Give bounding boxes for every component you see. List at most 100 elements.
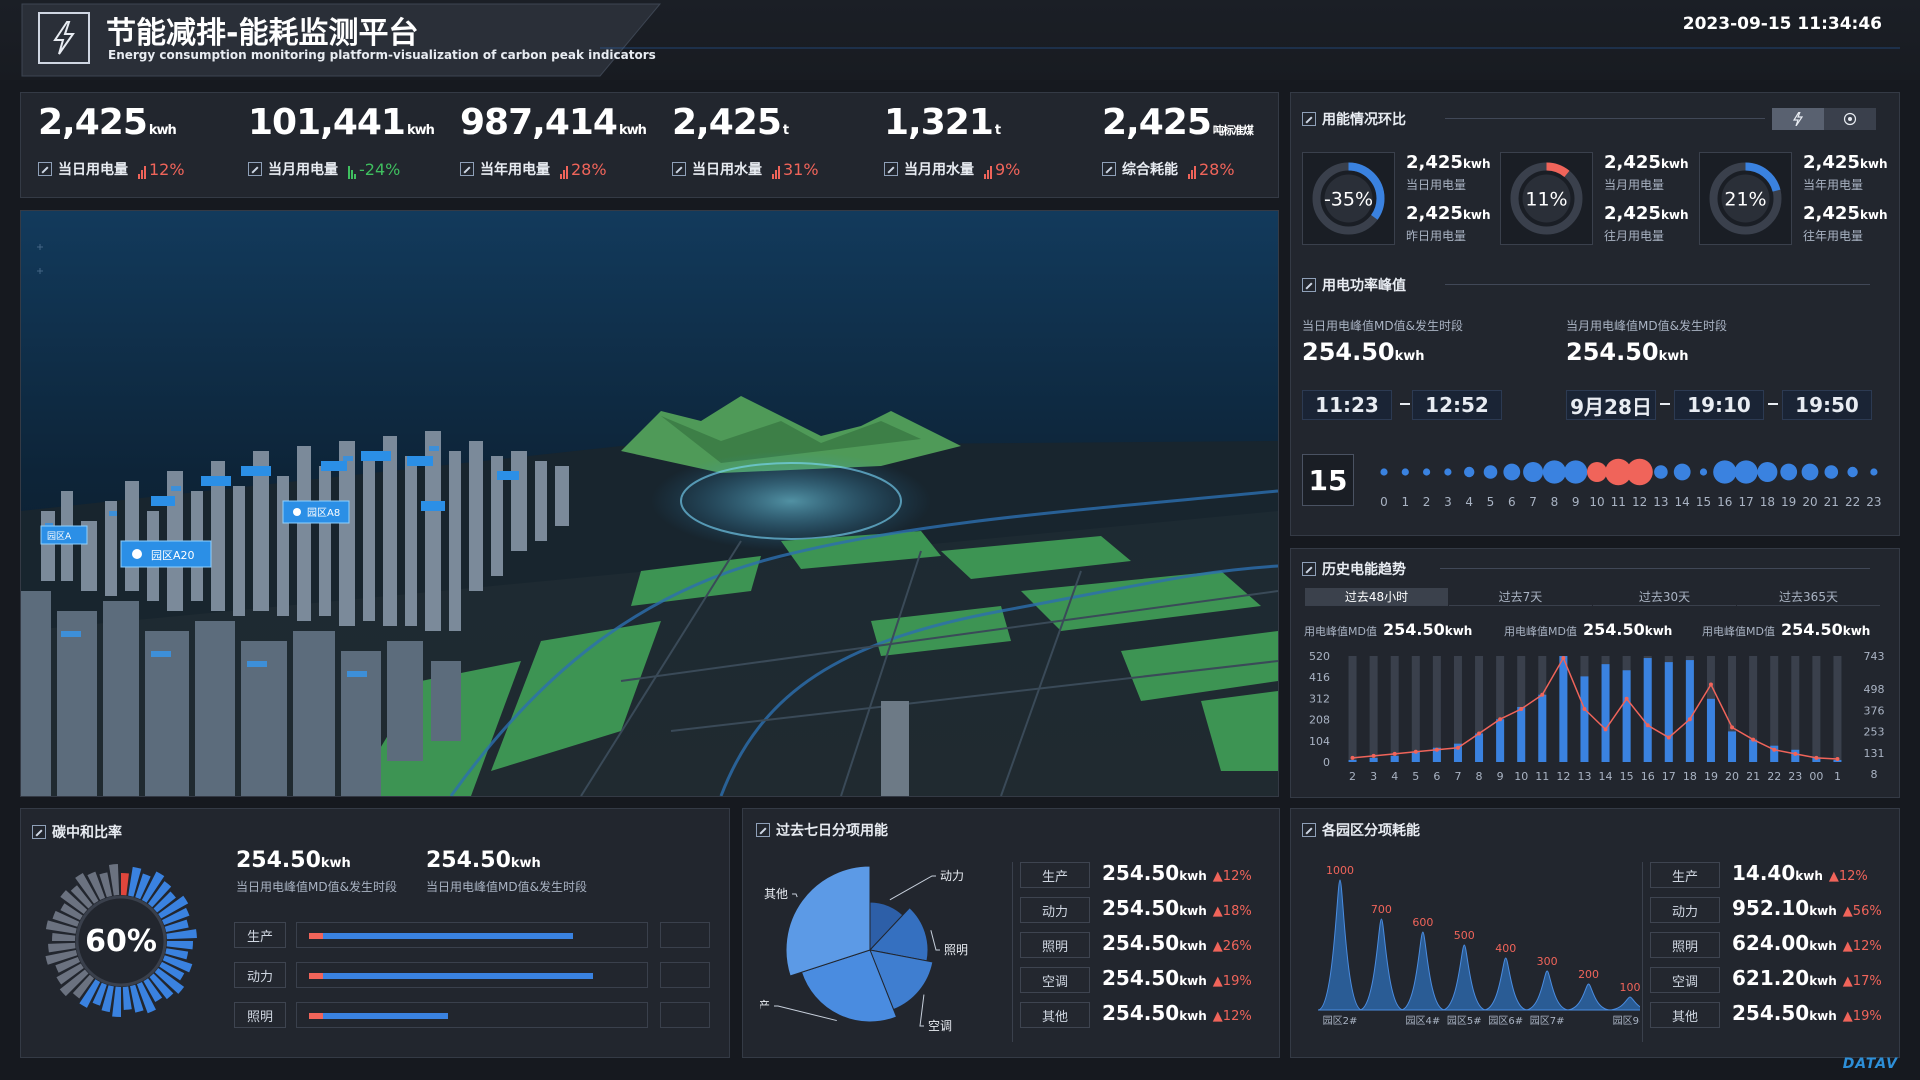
tab-history-2[interactable]: 过去30天: [1593, 588, 1736, 606]
city-map-3d[interactable]: 园区A20 园区A8 园区A: [21, 211, 1278, 796]
hour-dot[interactable]: [1699, 468, 1708, 476]
area-value-label: 200: [1578, 968, 1599, 981]
hour-dot[interactable]: [1542, 460, 1566, 484]
carbon-bar-value-box: [660, 1002, 710, 1028]
park-row-trend: ▲17%: [1843, 974, 1882, 989]
hour-dot[interactable]: [1673, 463, 1691, 481]
kpi-label-text: 当月用水量: [904, 162, 974, 178]
carbon-segment: [135, 873, 151, 900]
hour-label: 14: [1675, 495, 1690, 509]
hour-label: 10: [1589, 495, 1604, 509]
trend-point: [1350, 755, 1355, 760]
kpi-label-text: 当月用电量: [268, 162, 338, 178]
bar: [1770, 745, 1779, 762]
hour-dot[interactable]: [1523, 462, 1544, 482]
x-tick: 3: [1370, 770, 1377, 783]
hour-dot[interactable]: [1605, 458, 1632, 486]
x-tick: 9: [1497, 770, 1504, 783]
x-tick: 13: [1577, 770, 1591, 783]
hour-dot[interactable]: [1734, 460, 1758, 484]
hour-dot[interactable]: [1503, 463, 1521, 481]
page-title: 节能减排-能耗监测平台: [106, 16, 419, 51]
map-marker-a8-label: 园区A8: [307, 507, 340, 519]
map-marker-a[interactable]: 园区A: [40, 525, 88, 545]
park-row-pct: 17%: [1852, 974, 1882, 989]
week-row-unit: kwh: [1179, 974, 1207, 988]
park-row-trend: ▲12%: [1829, 869, 1868, 884]
hour-dot[interactable]: [1654, 465, 1668, 479]
hour-label: 12: [1632, 495, 1647, 509]
trend-point: [1835, 756, 1840, 761]
kpi-trend-value: 9%: [995, 159, 1021, 179]
carbon-segment: [161, 907, 190, 926]
pie-leader: [792, 893, 798, 898]
water-mode-button[interactable]: [1824, 108, 1876, 130]
park-row-trend: ▲19%: [1843, 1009, 1882, 1024]
peak-title-text: 用电功率峰值: [1322, 278, 1406, 294]
peak-left-number: 254.50: [1302, 338, 1395, 366]
hour-dot[interactable]: [1380, 468, 1388, 476]
bar: [1390, 755, 1399, 762]
carbon-segment: [164, 919, 189, 932]
carbon-bar-fill: [309, 1013, 448, 1019]
power-mode-button[interactable]: [1772, 108, 1824, 130]
hour-dot[interactable]: [1483, 465, 1498, 479]
week-row-number: 254.50: [1102, 931, 1180, 955]
bar: [1559, 656, 1568, 762]
bar: [1432, 747, 1441, 762]
hour-dot[interactable]: [1444, 468, 1452, 476]
hour-dot[interactable]: [1464, 466, 1475, 478]
hour-dot[interactable]: [1564, 460, 1588, 484]
tab-history-1[interactable]: 过去7天: [1449, 588, 1592, 606]
map-marker-a20[interactable]: 园区A20: [120, 540, 212, 568]
trend-point: [1519, 707, 1524, 711]
header-frame: [21, 3, 1900, 77]
hour-dot[interactable]: [1780, 463, 1798, 481]
hour-dot[interactable]: [1801, 463, 1819, 481]
hour-dot[interactable]: [1824, 465, 1839, 479]
bar: [1749, 739, 1758, 762]
hour-dot[interactable]: [1626, 458, 1653, 486]
pie-leader: [889, 875, 936, 901]
x-tick: 10: [1514, 770, 1528, 783]
park-row-label: 照明: [1650, 932, 1720, 958]
pie-leader: [930, 930, 940, 951]
divider: [1445, 284, 1870, 285]
carbon-bar-track: [296, 962, 648, 988]
hour-dot[interactable]: [1713, 460, 1737, 484]
carbon-segment: [92, 982, 107, 1006]
trend-line: [1352, 656, 1838, 760]
tab-history-0[interactable]: 过去48小时: [1305, 588, 1448, 606]
header-bar: 节能减排-能耗监测平台 Energy consumption monitorin…: [0, 0, 1920, 80]
hour-dot[interactable]: [1423, 468, 1431, 476]
ring-a-label: 当月用电量: [1604, 178, 1665, 192]
carbon-segment: [59, 969, 89, 997]
hour-dot[interactable]: [1870, 468, 1878, 476]
week-row-trend: ▲19%: [1213, 974, 1252, 989]
hour-label: 21: [1824, 495, 1839, 509]
hour-dot[interactable]: [1847, 466, 1858, 478]
x-tick: 22: [1767, 770, 1781, 783]
hour-dot[interactable]: [1401, 468, 1409, 476]
carbon-segment: [108, 864, 120, 896]
week-row-label: 其他: [1020, 1002, 1090, 1028]
trend-point: [1730, 725, 1735, 730]
park-row-number: 624.00: [1732, 931, 1810, 955]
hour-dot[interactable]: [1587, 462, 1607, 482]
map-marker-a8[interactable]: 园区A8: [282, 500, 350, 524]
map-panel[interactable]: 园区A20 园区A8 园区A: [20, 210, 1279, 797]
carbon-segment: [121, 873, 129, 896]
y-tick-right: 376: [1864, 704, 1885, 717]
ring-center: [1324, 174, 1373, 223]
carbon-segment: [136, 981, 156, 1014]
hour-dot[interactable]: [1757, 462, 1778, 482]
tab-history-3[interactable]: 过去365天: [1737, 588, 1880, 606]
trend-point: [1455, 745, 1460, 750]
peak-right-end: 19:50: [1782, 390, 1872, 420]
energy-compare-title-text: 用能情况环比: [1322, 112, 1406, 128]
kpi-value: 101,441 kwh: [248, 102, 435, 143]
kpi-trend: -24%: [348, 160, 400, 179]
ring-pct: -35%: [1324, 189, 1373, 211]
kpi-unit: 吨标准煤: [1212, 124, 1254, 137]
hour-label: 1: [1401, 495, 1409, 509]
